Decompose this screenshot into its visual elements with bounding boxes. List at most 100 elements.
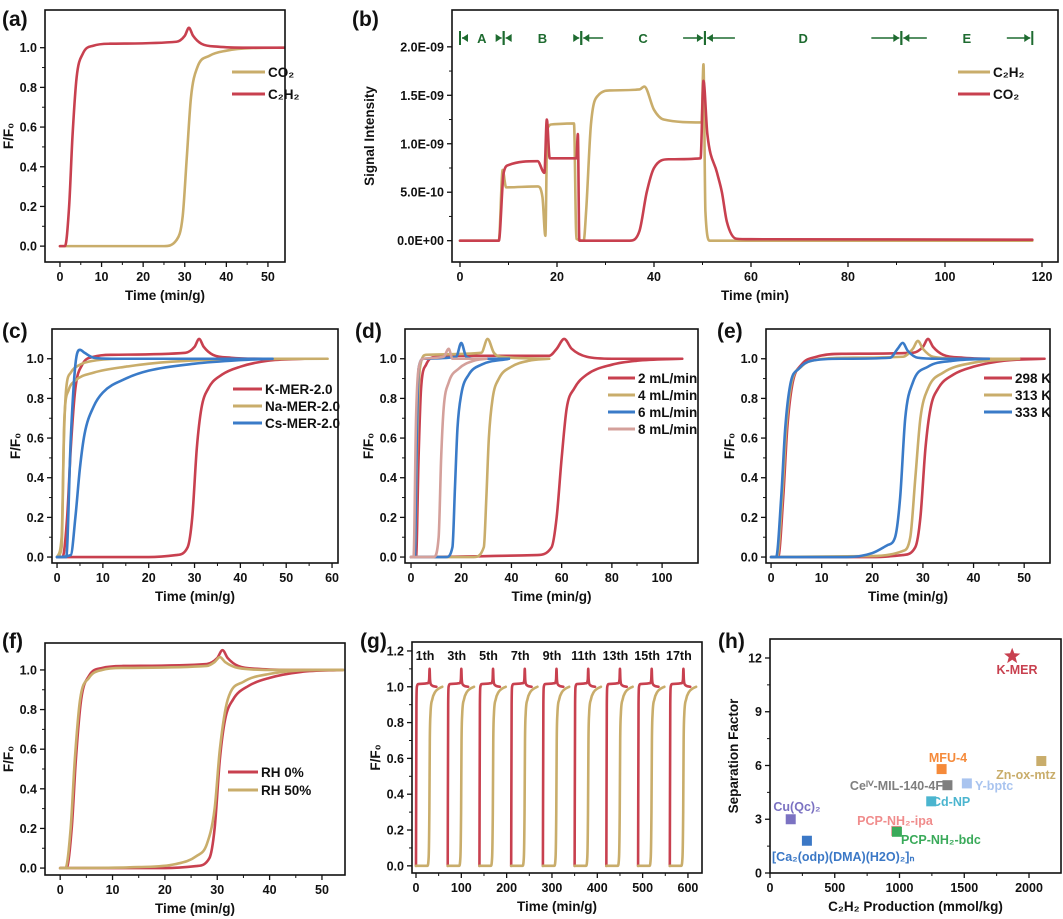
legend-label: K-MER-2.0	[265, 382, 333, 397]
y-axis-label: F/F₀	[722, 433, 737, 459]
point-label: Cu(Qc)₂	[773, 800, 820, 814]
x-tick-label: 50	[1017, 571, 1031, 585]
x-tick-label: 0	[767, 881, 774, 895]
x-tick-label: 1000	[886, 881, 914, 895]
y-tick-label: 0.0	[20, 240, 37, 254]
point-label: MFU-4	[929, 751, 967, 765]
series-line-333-k	[769, 341, 991, 559]
x-tick-label: 20	[550, 270, 564, 284]
legend-label: C₂H₂	[993, 65, 1025, 80]
x-tick-label: 40	[647, 270, 661, 284]
y-tick-label: 0.8	[20, 703, 37, 717]
panel-label: (e)	[717, 320, 743, 343]
y-tick-label: 0.8	[741, 392, 758, 406]
series-line-4-ml-min	[409, 357, 551, 559]
arrow-head-icon	[573, 34, 580, 42]
series-line-cycle-0	[509, 667, 533, 868]
legend-label: 8 mL/min	[638, 422, 697, 437]
arrow-head-icon	[696, 34, 703, 42]
data-point	[926, 796, 937, 807]
series-line-cycle-1	[414, 685, 444, 868]
legend-label: 4 mL/min	[638, 388, 697, 403]
y-tick-label: 12	[748, 651, 762, 665]
arrow-head-icon	[583, 34, 590, 42]
y-tick-label: 1.0	[20, 663, 37, 677]
y-tick-label: 0.4	[20, 160, 37, 174]
x-tick-label: 0	[408, 571, 415, 585]
x-tick-label: 500	[632, 881, 653, 895]
legend-label: RH 0%	[261, 765, 304, 780]
plot-area	[58, 26, 285, 248]
series-line-cycle-1	[636, 685, 666, 868]
legend-label: RH 50%	[261, 783, 311, 798]
series-line-cycle-1	[668, 685, 698, 868]
y-tick-label: 0.2	[741, 511, 758, 525]
data-point	[785, 814, 796, 825]
panel-f: (f) 0 10 20 30 40 50 0.0 0.2 0.4 0.6 0.8 1.0 Time (mi…	[1, 630, 346, 916]
y-tick-label: 6	[755, 759, 762, 773]
data-point	[1036, 756, 1047, 767]
x-tick-label: 40	[263, 883, 277, 897]
plot-frame	[44, 9, 286, 263]
x-tick-label: 30	[178, 270, 192, 284]
series-line-8-ml-min	[409, 357, 488, 559]
plot-area	[414, 667, 698, 868]
panel-a: (a) 0 10 20 30 40 50 0.0 0.2 0.4 0.6 0.8 1.0 Time (mi…	[1, 8, 300, 303]
x-axis-label: Time (min/g)	[868, 589, 948, 604]
x-tick-label: 0	[413, 881, 420, 895]
series-line-cycle-0	[573, 667, 597, 868]
y-tick-label: 0.6	[387, 752, 404, 766]
y-tick-label: 0.0	[387, 859, 404, 873]
legend-label: 333 K	[1015, 405, 1051, 420]
x-axis-label: Time (min/g)	[155, 589, 235, 604]
point-label: Ceᴵⱽ-MIL-140-4F	[850, 779, 943, 793]
x-tick-label: 120	[1032, 270, 1053, 284]
cycle-label: 9th	[543, 649, 562, 663]
series-line-cycle-1	[605, 685, 634, 868]
panel-label: (d)	[355, 320, 382, 343]
cycle-label: 13th	[603, 649, 629, 663]
x-tick-label: 50	[261, 270, 275, 284]
x-tick-label: 80	[605, 571, 619, 585]
x-tick-label: 60	[325, 571, 339, 585]
panel-d: (d) 0 20 40 60 80 100 0.0 0.2 0.4 0.6 0.8 1.0 Time (m…	[355, 320, 699, 604]
series-line-rh-0-	[58, 648, 345, 870]
arrow-head-icon	[495, 34, 502, 42]
region-label: A	[477, 31, 487, 46]
y-axis-label: Signal Intensity	[362, 86, 377, 186]
x-tick-label: 40	[967, 571, 981, 585]
x-tick-label: 100	[451, 881, 472, 895]
panel-label: (g)	[360, 630, 387, 653]
arrow-head-icon	[462, 34, 469, 42]
legend-label: CO₂	[993, 87, 1019, 102]
x-tick-label: 100	[935, 270, 956, 284]
y-tick-label: 1.0	[387, 680, 404, 694]
y-tick-label: 0.6	[27, 432, 44, 446]
point-label: Zn-ox-mtz	[996, 768, 1056, 782]
x-tick-label: 60	[555, 571, 569, 585]
series-line-cycle-0	[446, 667, 470, 868]
y-tick-label: 0.2	[20, 822, 37, 836]
panel-g: (g) 0 100 200 300 400 500 600 0.0 0.2 0.4 0.6 0.8 1.0…	[360, 630, 703, 914]
x-tick-label: 10	[95, 270, 109, 284]
series-line-333-k	[769, 357, 991, 559]
y-tick-label: 0.0	[20, 862, 37, 876]
x-axis-label: C₂H₂ Production (mmol/kg)	[828, 899, 1003, 914]
x-tick-label: 0	[457, 270, 464, 284]
y-tick-label: 0.4	[380, 471, 397, 485]
series-line-cycle-1	[446, 685, 476, 868]
x-tick-label: 20	[454, 571, 468, 585]
y-tick-label: 0.4	[27, 471, 44, 485]
data-point	[936, 764, 947, 775]
cycle-label: 1th	[416, 649, 435, 663]
arrow-head-icon	[893, 34, 900, 42]
series-line-cycle-0	[605, 667, 629, 868]
plot-frame	[769, 638, 1062, 874]
panel-label: (c)	[2, 320, 28, 343]
series-line-rh-50-	[58, 655, 345, 870]
y-tick-label: 0.0	[741, 551, 758, 565]
series-line-c-h-	[58, 26, 285, 248]
region-label: E	[962, 31, 971, 46]
plot-area	[409, 337, 684, 559]
